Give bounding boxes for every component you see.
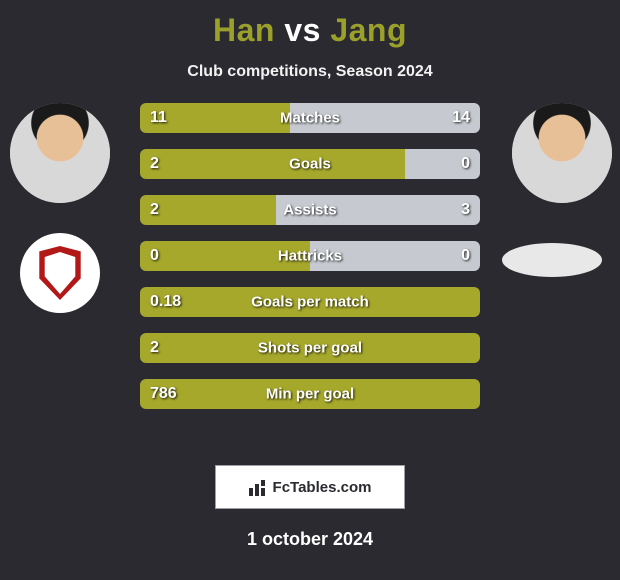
generated-date: 1 october 2024 bbox=[0, 529, 620, 550]
stat-value-left: 11 bbox=[150, 109, 167, 127]
shield-icon bbox=[37, 246, 83, 300]
stat-row: Hattricks 0 0 bbox=[140, 241, 480, 271]
stat-value-right: 0 bbox=[461, 247, 470, 265]
stat-value-left: 2 bbox=[150, 155, 159, 173]
player-left-avatar bbox=[10, 103, 110, 203]
stat-bars: Matches1114Goals20Assists23Hattricks00Go… bbox=[140, 103, 480, 409]
stat-row: Min per goal 786 bbox=[140, 379, 480, 409]
stat-value-left: 786 bbox=[150, 385, 177, 403]
stat-row: Goals 2 0 bbox=[140, 149, 480, 179]
stat-value-right: 14 bbox=[452, 109, 470, 127]
player-left-club-badge bbox=[20, 233, 100, 313]
stat-value-right: 0 bbox=[461, 155, 470, 173]
title-right-name: Jang bbox=[330, 12, 407, 48]
stat-label: Hattricks bbox=[278, 248, 342, 265]
player-right-avatar bbox=[512, 103, 612, 203]
title-connector: vs bbox=[284, 12, 321, 48]
stat-label: Assists bbox=[283, 202, 336, 219]
stat-row: Goals per match 0.18 bbox=[140, 287, 480, 317]
stat-row: Shots per goal 2 bbox=[140, 333, 480, 363]
stat-value-left: 0.18 bbox=[150, 293, 181, 311]
chart-icon bbox=[249, 478, 267, 496]
stat-label: Min per goal bbox=[266, 386, 354, 403]
stat-label: Goals bbox=[289, 156, 331, 173]
branding-badge: FcTables.com bbox=[215, 465, 405, 509]
stat-label: Goals per match bbox=[251, 294, 369, 311]
title-left-name: Han bbox=[213, 12, 275, 48]
stat-value-left: 2 bbox=[150, 201, 159, 219]
stat-row: Assists 2 3 bbox=[140, 195, 480, 225]
avatar-placeholder-icon bbox=[10, 103, 110, 203]
player-right-club-badge bbox=[502, 243, 602, 277]
stat-label: Shots per goal bbox=[258, 340, 362, 357]
stat-bar-left-segment bbox=[140, 149, 405, 179]
stat-bar-left-segment bbox=[140, 195, 276, 225]
stat-value-left: 2 bbox=[150, 339, 159, 357]
stat-value-right: 3 bbox=[461, 201, 470, 219]
branding-site-name: FcTables.com bbox=[273, 479, 372, 496]
comparison-title: Han vs Jang bbox=[0, 0, 620, 49]
stat-value-left: 0 bbox=[150, 247, 159, 265]
stat-label: Matches bbox=[280, 110, 340, 127]
stat-row: Matches 11 14 bbox=[140, 103, 480, 133]
subtitle: Club competitions, Season 2024 bbox=[0, 63, 620, 81]
comparison-panel: Matches1114Goals20Assists23Hattricks00Go… bbox=[0, 103, 620, 443]
avatar-placeholder-icon bbox=[512, 103, 612, 203]
